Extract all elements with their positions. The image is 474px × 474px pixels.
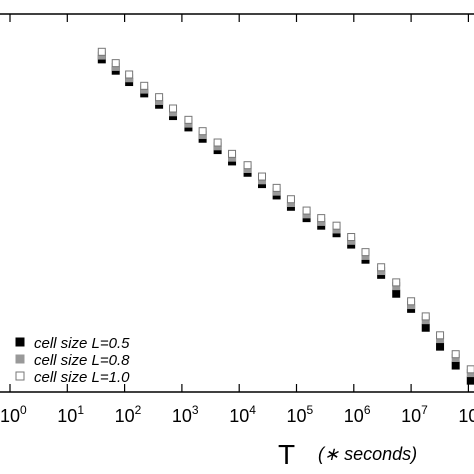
data-point bbox=[258, 172, 267, 181]
legend-marker bbox=[15, 337, 25, 347]
x-tick-exponent: 0 bbox=[20, 403, 27, 417]
data-point bbox=[228, 149, 237, 158]
x-tick-base: 10 bbox=[57, 406, 77, 426]
data-point bbox=[421, 312, 430, 321]
data-point bbox=[140, 81, 149, 90]
legend-label: cell size L=1.0 bbox=[34, 369, 130, 386]
data-point bbox=[466, 365, 474, 374]
legend-marker bbox=[15, 371, 25, 381]
data-point bbox=[155, 93, 164, 102]
data-point bbox=[125, 70, 134, 79]
x-tick-exponent: 3 bbox=[192, 403, 199, 417]
data-point bbox=[184, 115, 193, 124]
data-point bbox=[392, 289, 401, 298]
data-point bbox=[407, 297, 416, 306]
data-point bbox=[436, 331, 445, 340]
x-tick-exponent: 5 bbox=[307, 403, 314, 417]
data-point bbox=[169, 104, 178, 113]
x-tick-exponent: 1 bbox=[77, 403, 84, 417]
x-tick-base: 10 bbox=[0, 406, 20, 426]
plot-frame bbox=[0, 13, 474, 393]
x-tick-label: 106 bbox=[344, 403, 371, 426]
data-point bbox=[451, 350, 460, 359]
x-tick-base: 10 bbox=[287, 406, 307, 426]
data-points bbox=[97, 47, 474, 385]
x-tick-label: 101 bbox=[57, 403, 84, 426]
data-point bbox=[286, 195, 295, 204]
data-point bbox=[377, 263, 386, 272]
x-tick-base: 10 bbox=[458, 406, 474, 426]
data-point bbox=[243, 161, 252, 170]
x-tick-exponent: 2 bbox=[135, 403, 142, 417]
x-tick-base: 10 bbox=[115, 406, 135, 426]
x-tick-label: 102 bbox=[115, 403, 142, 426]
legend-label: cell size L=0.5 bbox=[34, 335, 130, 352]
x-axis-label: T (∗ seconds) bbox=[278, 439, 417, 470]
x-tick-label: 100 bbox=[0, 403, 27, 426]
data-point bbox=[392, 278, 401, 287]
x-tick-label: 103 bbox=[172, 403, 199, 426]
data-point bbox=[332, 221, 341, 230]
x-tick-exponent: 4 bbox=[249, 403, 256, 417]
data-point bbox=[466, 376, 474, 385]
x-axis-ticks: 100101102103104105106107108 bbox=[0, 14, 474, 426]
data-point bbox=[213, 138, 222, 147]
x-tick-label: 104 bbox=[229, 403, 256, 426]
legend-marker bbox=[15, 354, 25, 364]
x-tick-label: 105 bbox=[287, 403, 314, 426]
x-tick-base: 10 bbox=[401, 406, 421, 426]
data-point bbox=[421, 323, 430, 332]
data-point bbox=[302, 206, 311, 215]
data-point bbox=[198, 127, 207, 136]
data-point bbox=[451, 361, 460, 370]
x-tick-label: 107 bbox=[401, 403, 428, 426]
data-point bbox=[317, 214, 326, 223]
data-point bbox=[272, 183, 281, 192]
x-tick-base: 10 bbox=[344, 406, 364, 426]
data-point bbox=[436, 342, 445, 351]
legend-label: cell size L=0.8 bbox=[34, 352, 130, 369]
x-tick-label: 108 bbox=[458, 403, 474, 426]
data-point bbox=[361, 248, 370, 257]
x-axis-unit: (∗ seconds) bbox=[318, 444, 417, 464]
data-point bbox=[97, 47, 106, 56]
data-point bbox=[111, 59, 120, 68]
x-tick-exponent: 7 bbox=[421, 403, 428, 417]
x-tick-exponent: 6 bbox=[364, 403, 371, 417]
x-tick-base: 10 bbox=[229, 406, 249, 426]
data-point bbox=[347, 233, 356, 242]
x-axis-title: T bbox=[278, 439, 295, 470]
x-tick-base: 10 bbox=[172, 406, 192, 426]
